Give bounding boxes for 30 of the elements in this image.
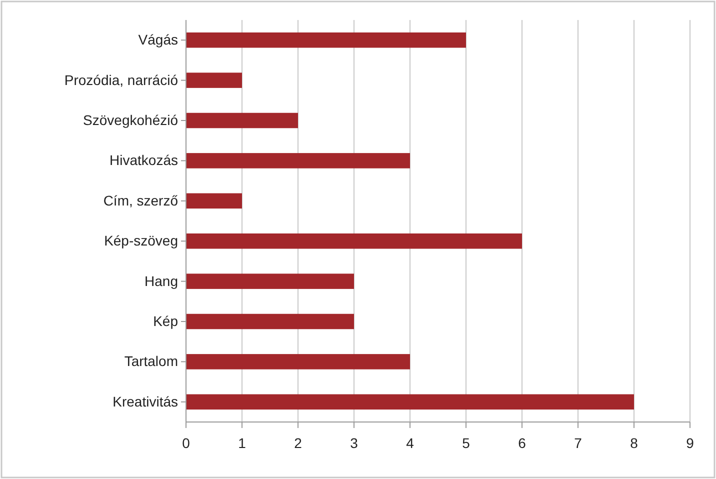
y-tick-label: Kép bbox=[153, 312, 178, 329]
y-tick-label: Kép-szöveg bbox=[104, 232, 178, 249]
x-tick-label: 2 bbox=[294, 434, 302, 451]
x-tick-label: 4 bbox=[406, 434, 414, 451]
x-tick-label: 1 bbox=[238, 434, 246, 451]
y-tick-label: Szövegkohézió bbox=[83, 112, 178, 128]
y-tick-label: Hivatkozás bbox=[110, 152, 178, 168]
x-tick-label: 8 bbox=[630, 434, 638, 451]
bar bbox=[186, 233, 522, 249]
y-tick-label: Prozódia, narráció bbox=[64, 72, 178, 88]
y-tick-label: Kreativitás bbox=[112, 393, 178, 410]
bar bbox=[186, 394, 634, 410]
x-tick-label: 0 bbox=[182, 434, 190, 451]
x-tick-label: 3 bbox=[350, 434, 358, 451]
bar bbox=[186, 274, 354, 289]
bar bbox=[186, 314, 354, 330]
x-tick-label: 6 bbox=[518, 434, 526, 451]
y-tick-label: Cím, szerző bbox=[103, 192, 178, 208]
y-tick-label: Hang bbox=[144, 272, 178, 289]
bar bbox=[186, 72, 242, 88]
bar bbox=[186, 193, 242, 209]
bar bbox=[186, 153, 410, 168]
bar bbox=[186, 32, 466, 48]
y-tick-label: Vágás bbox=[138, 32, 178, 48]
x-tick-label: 7 bbox=[574, 434, 582, 451]
bar bbox=[186, 354, 410, 370]
bar bbox=[186, 112, 298, 128]
y-tick-label: Tartalom bbox=[124, 353, 178, 370]
x-tick-label: 9 bbox=[686, 434, 694, 451]
x-tick-label: 5 bbox=[462, 434, 470, 451]
